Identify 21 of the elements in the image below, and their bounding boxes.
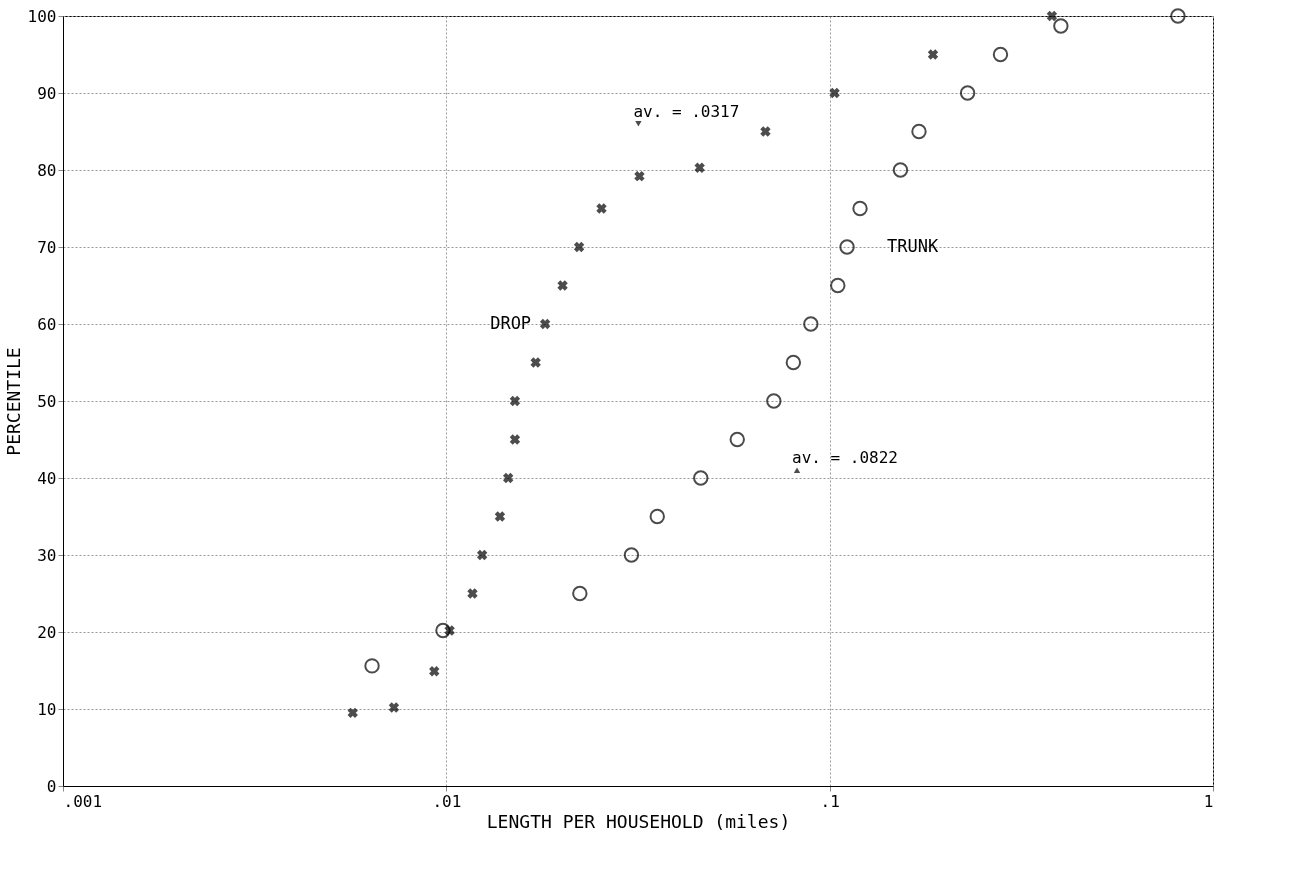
- y-tick-label: 80: [37, 160, 57, 180]
- y-tick-label: 60: [37, 314, 57, 334]
- y-axis-title: PERCENTILE: [2, 347, 24, 456]
- y-tick-label: 50: [37, 391, 57, 411]
- y-tick-label: 20: [37, 622, 57, 642]
- y-tick-label: 0: [46, 776, 57, 796]
- y-tick-label: 100: [27, 6, 57, 26]
- x-tick-label: .001: [63, 791, 103, 811]
- x-tick-label: .01: [432, 791, 462, 811]
- annotation: av. = .0822: [792, 448, 898, 468]
- y-tick-label: 70: [37, 237, 57, 257]
- y-tick-label: 10: [37, 699, 57, 719]
- y-tick-label: 30: [37, 545, 57, 565]
- annotation: av. = .0317: [633, 101, 740, 121]
- series-label: DROP: [490, 313, 532, 333]
- series-label: TRUNK: [887, 236, 939, 256]
- x-axis-title: LENGTH PER HOUSEHOLD (miles): [486, 810, 791, 832]
- x-tick-label: .1: [820, 791, 840, 811]
- x-tick-label: 1: [1203, 791, 1214, 811]
- y-tick-label: 40: [37, 468, 57, 488]
- y-tick-label: 90: [37, 83, 57, 103]
